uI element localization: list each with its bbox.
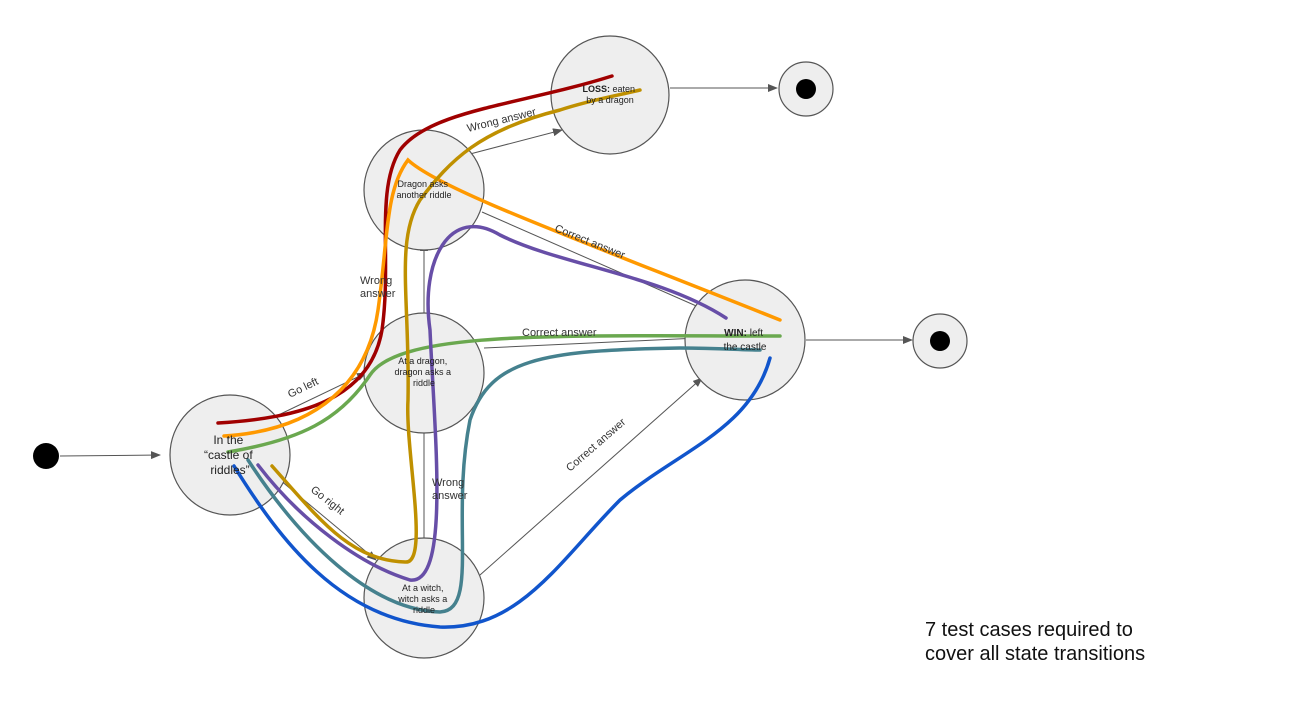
correct-answer-label-3: Correct answer <box>564 416 628 474</box>
state-win <box>684 279 806 401</box>
witch-label-line-1: At a witch, <box>402 583 444 593</box>
wrong-answer-label-3-line-2: answer <box>432 490 468 502</box>
wrong-answer-label-1-line-2: answer <box>360 288 396 300</box>
castle-label-line-2: “castle of <box>204 448 253 462</box>
loss-label-line-1: LOSS: eaten <box>582 84 635 94</box>
test-path-7 <box>232 356 772 629</box>
transition-arrows <box>59 84 913 576</box>
win-label: WIN: left the castle <box>724 328 767 353</box>
test-path-5 <box>270 88 642 564</box>
loss-label: LOSS: eaten by a dragon <box>582 84 637 105</box>
dragon2-wrong-transition <box>469 128 563 155</box>
wrong-answer-label-1-line-1: Wrong <box>360 275 392 287</box>
wrong-answer-label-1: Wrong answer <box>360 275 396 300</box>
dragon-label-line-3: riddle <box>413 378 435 388</box>
loss-label-rest: eaten <box>610 84 635 94</box>
dragon2-label-line-2: another riddle <box>396 190 451 200</box>
test-path-3 <box>226 333 782 454</box>
wrong-answer-label-3: Wrong answer <box>432 477 468 502</box>
witch-label-line-2: witch asks a <box>397 594 447 604</box>
loss-label-line-2: by a dragon <box>586 95 634 105</box>
go-right-transition <box>267 469 377 561</box>
test-case-paths <box>216 74 782 629</box>
dragon2-label-line-1: Dragon asks <box>397 179 448 189</box>
test-path-2 <box>222 157 782 438</box>
initial-state-node <box>33 443 59 469</box>
castle-label-line-1: In the <box>213 433 243 447</box>
win-label-line-1: WIN: left <box>724 328 763 339</box>
dragon2-correct-transition <box>481 211 711 313</box>
dragon-label-line-1: At a dragon, <box>398 356 447 366</box>
witch-correct-transition <box>479 377 703 576</box>
initial-transition <box>59 451 161 460</box>
correct-answer-label-1: Correct answer <box>553 223 627 262</box>
test-case-note: 7 test cases required to cover all state… <box>925 619 1146 665</box>
test-path-6 <box>246 346 762 614</box>
dragon-label-line-2: dragon asks a <box>394 367 451 377</box>
dragon1-correct-transition <box>483 334 699 349</box>
win-final-node <box>912 313 968 369</box>
wrong-answer-label-3-line-1: Wrong <box>432 477 464 489</box>
state-labels: In the “castle of riddles” At a dragon, … <box>204 84 767 615</box>
loss-label-bold: LOSS: <box>582 84 610 94</box>
castle-label: In the “castle of riddles” <box>204 433 256 477</box>
win-label-line-2: the castle <box>724 342 767 353</box>
win-label-bold: WIN: <box>724 328 747 339</box>
castle-label-line-3: riddles” <box>210 463 249 477</box>
win-label-rest: left <box>747 328 763 339</box>
witch-label-line-3: riddle <box>413 605 435 615</box>
loss-final-node <box>778 61 834 117</box>
dragon2-label: Dragon asks another riddle <box>396 179 451 200</box>
correct-answer-label-2: Correct answer <box>522 327 597 339</box>
test-path-4 <box>256 224 728 582</box>
state-castle <box>169 394 291 516</box>
witch-label: At a witch, witch asks a riddle <box>397 583 450 615</box>
dragon-label: At a dragon, dragon asks a riddle <box>394 356 453 388</box>
